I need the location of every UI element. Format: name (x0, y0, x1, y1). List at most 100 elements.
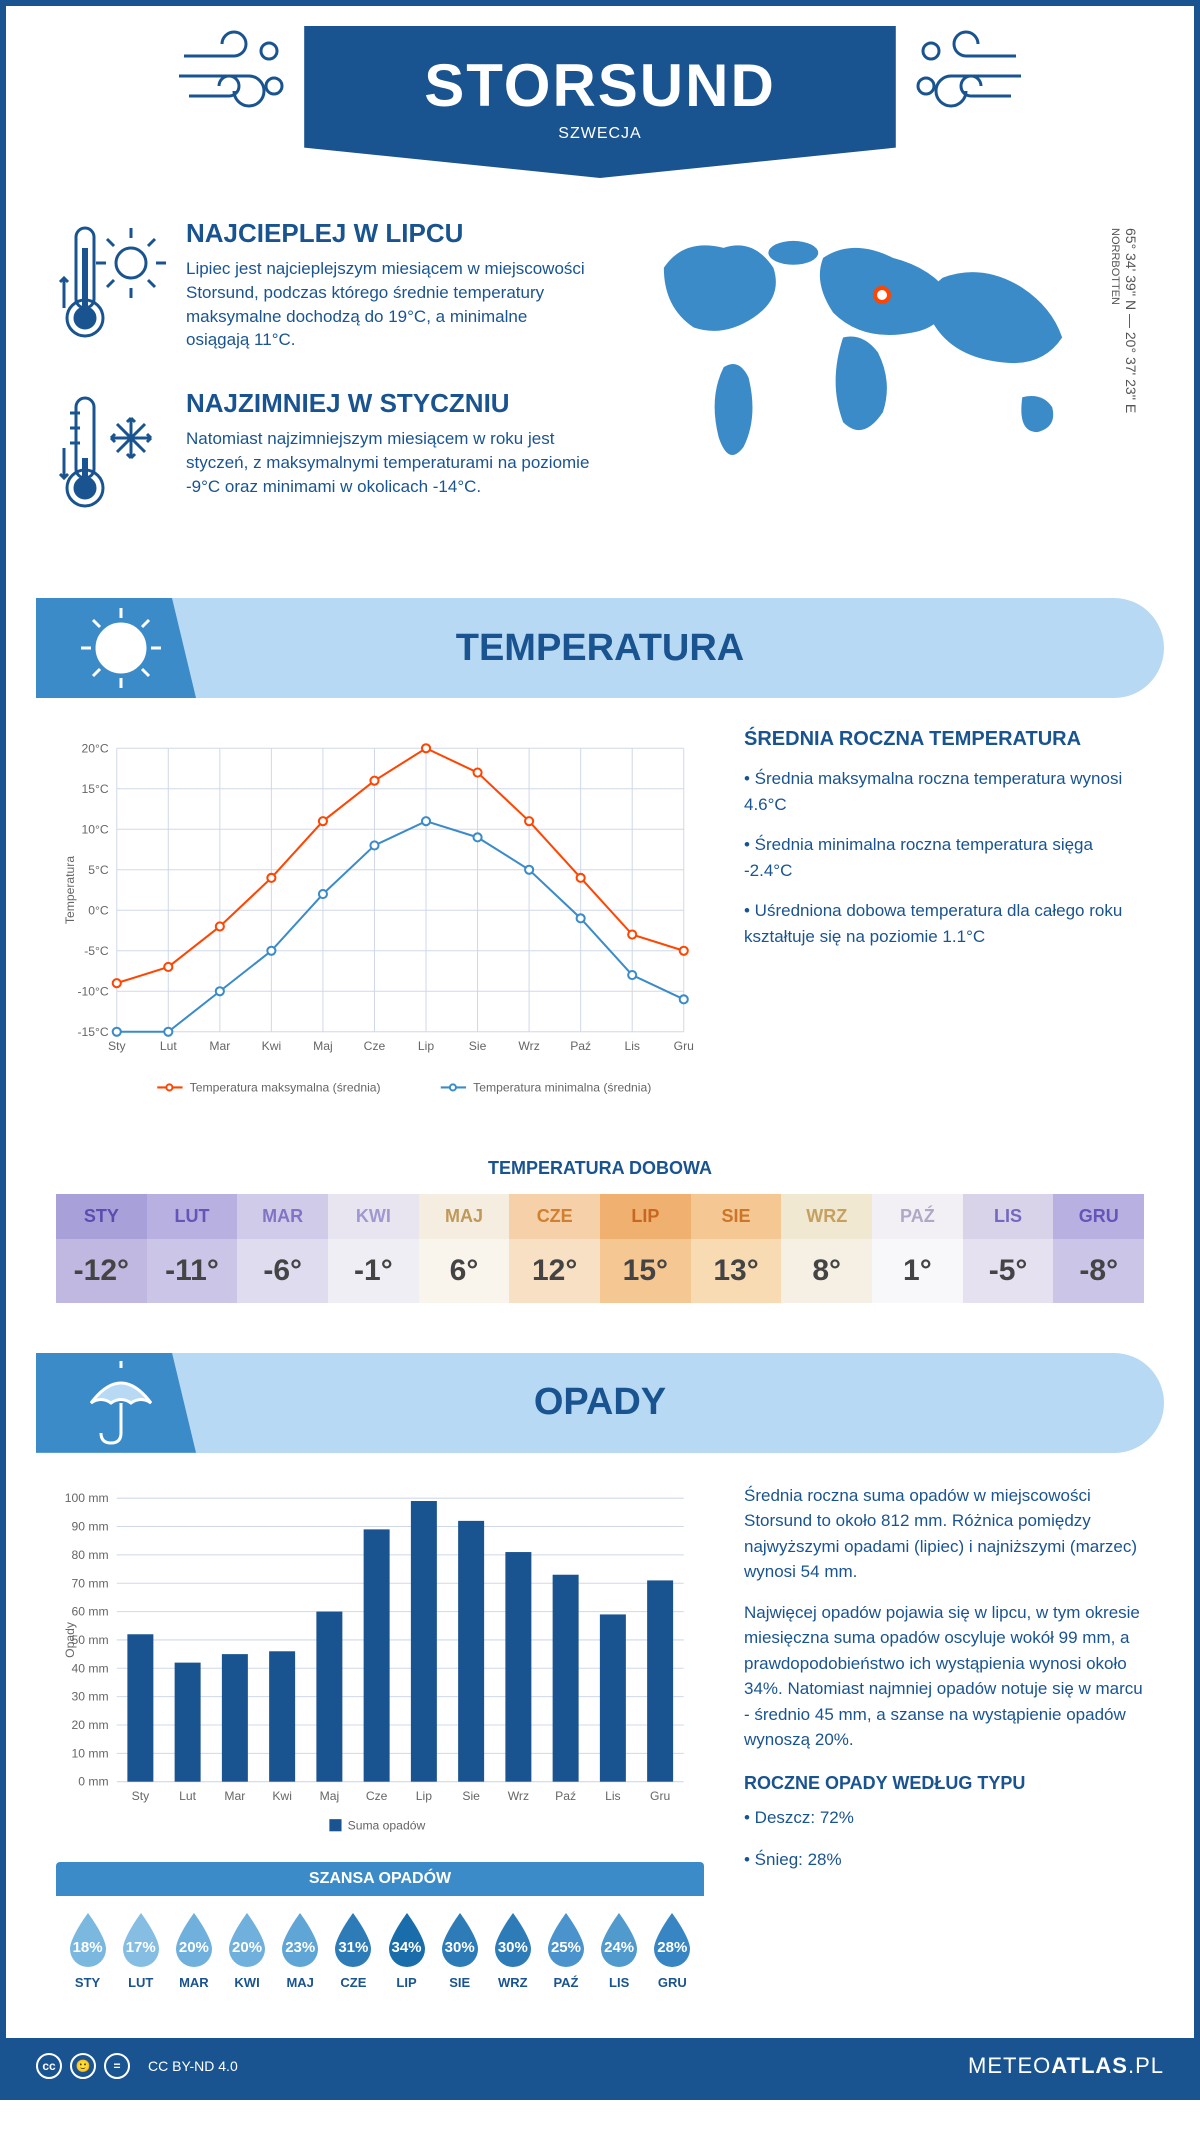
svg-text:Sty: Sty (108, 1039, 126, 1053)
svg-text:Lis: Lis (605, 1789, 621, 1803)
svg-text:Sie: Sie (462, 1789, 480, 1803)
svg-text:0 mm: 0 mm (78, 1774, 108, 1788)
wind-icon-left (174, 26, 304, 126)
cold-fact-title: NAJZIMNIEJ W STYCZNIU (186, 388, 594, 419)
climate-facts: NAJCIEPLEJ W LIPCU Lipiec jest najcieple… (56, 218, 594, 558)
temp-cell: SIE 13° (691, 1194, 782, 1303)
svg-text:Lip: Lip (416, 1789, 432, 1803)
svg-text:Kwi: Kwi (262, 1039, 282, 1053)
map-area: 65° 34' 39'' N — 20° 37' 23'' E NORRBOTT… (624, 218, 1144, 558)
temp-cell: KWI -1° (328, 1194, 419, 1303)
temp-cell: LIS -5° (963, 1194, 1054, 1303)
chance-drop: 30% WRZ (489, 1911, 537, 1998)
svg-text:-15°C: -15°C (77, 1025, 108, 1039)
temp-cell: MAJ 6° (419, 1194, 510, 1303)
header: STORSUND SZWECJA (6, 26, 1194, 178)
precipitation-section-title: OPADY (534, 1381, 666, 1424)
hot-fact-title: NAJCIEPLEJ W LIPCU (186, 218, 594, 249)
temp-cell: WRZ 8° (781, 1194, 872, 1303)
chance-drop: 18% STY (64, 1911, 112, 1998)
svg-text:90 mm: 90 mm (72, 1519, 109, 1533)
precipitation-chart: 0 mm10 mm20 mm30 mm40 mm50 mm60 mm70 mm8… (56, 1483, 704, 1999)
world-map (624, 218, 1102, 558)
svg-text:80 mm: 80 mm (72, 1548, 109, 1562)
daily-temp-section: TEMPERATURA DOBOWA STY -12°LUT -11°MAR -… (6, 1158, 1194, 1303)
svg-text:0°C: 0°C (88, 903, 109, 917)
precip-type: ROCZNE OPADY WEDŁUG TYPU • Deszcz: 72% •… (744, 1773, 1144, 1873)
temp-cell: CZE 12° (509, 1194, 600, 1303)
intro-section: NAJCIEPLEJ W LIPCU Lipiec jest najcieple… (6, 218, 1194, 558)
daily-temp-strip: STY -12°LUT -11°MAR -6°KWI -1°MAJ 6°CZE … (56, 1194, 1144, 1303)
chance-drop: 34% LIP (383, 1911, 431, 1998)
precipitation-row: 0 mm10 mm20 mm30 mm40 mm50 mm60 mm70 mm8… (6, 1483, 1194, 1999)
svg-text:Lut: Lut (160, 1039, 178, 1053)
umbrella-icon (76, 1358, 166, 1448)
precip-para-1: Średnia roczna suma opadów w miejscowośc… (744, 1483, 1144, 1585)
svg-text:60 mm: 60 mm (72, 1604, 109, 1618)
footer: cc 🙂 = CC BY-ND 4.0 METEOATLAS.PL (6, 2038, 1194, 2094)
temperature-info: ŚREDNIA ROCZNA TEMPERATURA • Średnia mak… (744, 728, 1144, 1118)
svg-text:Lut: Lut (179, 1789, 197, 1803)
temp-bullet-1: • Średnia minimalna roczna temperatura s… (744, 832, 1144, 883)
svg-text:20 mm: 20 mm (72, 1718, 109, 1732)
svg-text:15°C: 15°C (82, 782, 109, 796)
svg-text:Temperatura minimalna (średnia: Temperatura minimalna (średnia) (473, 1080, 651, 1094)
svg-text:Sty: Sty (132, 1789, 150, 1803)
svg-text:30 mm: 30 mm (72, 1689, 109, 1703)
location-marker-icon (873, 286, 891, 304)
nd-icon: = (104, 2053, 130, 2079)
temp-info-title: ŚREDNIA ROCZNA TEMPERATURA (744, 728, 1144, 751)
temp-cell: MAR -6° (237, 1194, 328, 1303)
temp-cell: PAŹ 1° (872, 1194, 963, 1303)
thermometer-sun-icon (56, 218, 166, 353)
license-text: CC BY-ND 4.0 (148, 2058, 238, 2074)
svg-text:10 mm: 10 mm (72, 1746, 109, 1760)
wind-icon-right (896, 26, 1026, 126)
precip-type-snow: • Śnieg: 28% (744, 1846, 1144, 1873)
sun-icon (76, 603, 166, 693)
chance-drop: 28% GRU (648, 1911, 696, 1998)
by-icon: 🙂 (70, 2053, 96, 2079)
svg-text:Mar: Mar (224, 1789, 245, 1803)
svg-text:5°C: 5°C (88, 863, 109, 877)
precipitation-band: OPADY (36, 1353, 1164, 1453)
temp-cell: LUT -11° (147, 1194, 238, 1303)
svg-text:Sie: Sie (469, 1039, 487, 1053)
precipitation-info: Średnia roczna suma opadów w miejscowośc… (744, 1483, 1144, 1999)
footer-brand: METEOATLAS.PL (968, 2053, 1164, 2079)
thermometer-snow-icon (56, 388, 166, 523)
temperature-row: -15°C-10°C-5°C0°C5°C10°C15°C20°CStyLutMa… (6, 728, 1194, 1118)
svg-text:-5°C: -5°C (84, 944, 109, 958)
svg-text:Paź: Paź (570, 1039, 591, 1053)
svg-text:Gru: Gru (650, 1789, 670, 1803)
temp-cell: LIP 15° (600, 1194, 691, 1303)
svg-text:Temperatura maksymalna (średni: Temperatura maksymalna (średnia) (190, 1080, 381, 1094)
chance-drop: 20% KWI (223, 1911, 271, 1998)
svg-text:Paź: Paź (555, 1789, 576, 1803)
svg-text:Lis: Lis (624, 1039, 640, 1053)
svg-text:100 mm: 100 mm (65, 1491, 109, 1505)
svg-text:Wrz: Wrz (508, 1789, 529, 1803)
svg-text:Cze: Cze (364, 1039, 386, 1053)
temperature-section-title: TEMPERATURA (456, 627, 745, 670)
temperature-chart: -15°C-10°C-5°C0°C5°C10°C15°C20°CStyLutMa… (56, 728, 704, 1118)
location-title: STORSUND (424, 51, 776, 120)
chance-drop: 24% LIS (595, 1911, 643, 1998)
precip-para-2: Najwięcej opadów pojawia się w lipcu, w … (744, 1600, 1144, 1753)
hot-fact-text: Lipiec jest najcieplejszym miesiącem w m… (186, 257, 594, 352)
precip-type-title: ROCZNE OPADY WEDŁUG TYPU (744, 1773, 1144, 1794)
hot-fact: NAJCIEPLEJ W LIPCU Lipiec jest najcieple… (56, 218, 594, 353)
svg-text:Cze: Cze (366, 1789, 388, 1803)
license-block: cc 🙂 = CC BY-ND 4.0 (36, 2053, 238, 2079)
cc-icon: cc (36, 2053, 62, 2079)
svg-text:Mar: Mar (209, 1039, 230, 1053)
cold-fact-text: Natomiast najzimniejszym miesiącem w rok… (186, 427, 594, 498)
title-banner: STORSUND SZWECJA (304, 26, 896, 178)
page-frame: STORSUND SZWECJA (0, 0, 1200, 2100)
temp-bullet-0: • Średnia maksymalna roczna temperatura … (744, 766, 1144, 817)
temperature-band: TEMPERATURA (36, 598, 1164, 698)
svg-text:Opady: Opady (63, 1621, 77, 1658)
svg-text:Suma opadów: Suma opadów (348, 1818, 426, 1832)
temp-bullet-2: • Uśredniona dobowa temperatura dla całe… (744, 898, 1144, 949)
location-subtitle: SZWECJA (424, 125, 776, 143)
